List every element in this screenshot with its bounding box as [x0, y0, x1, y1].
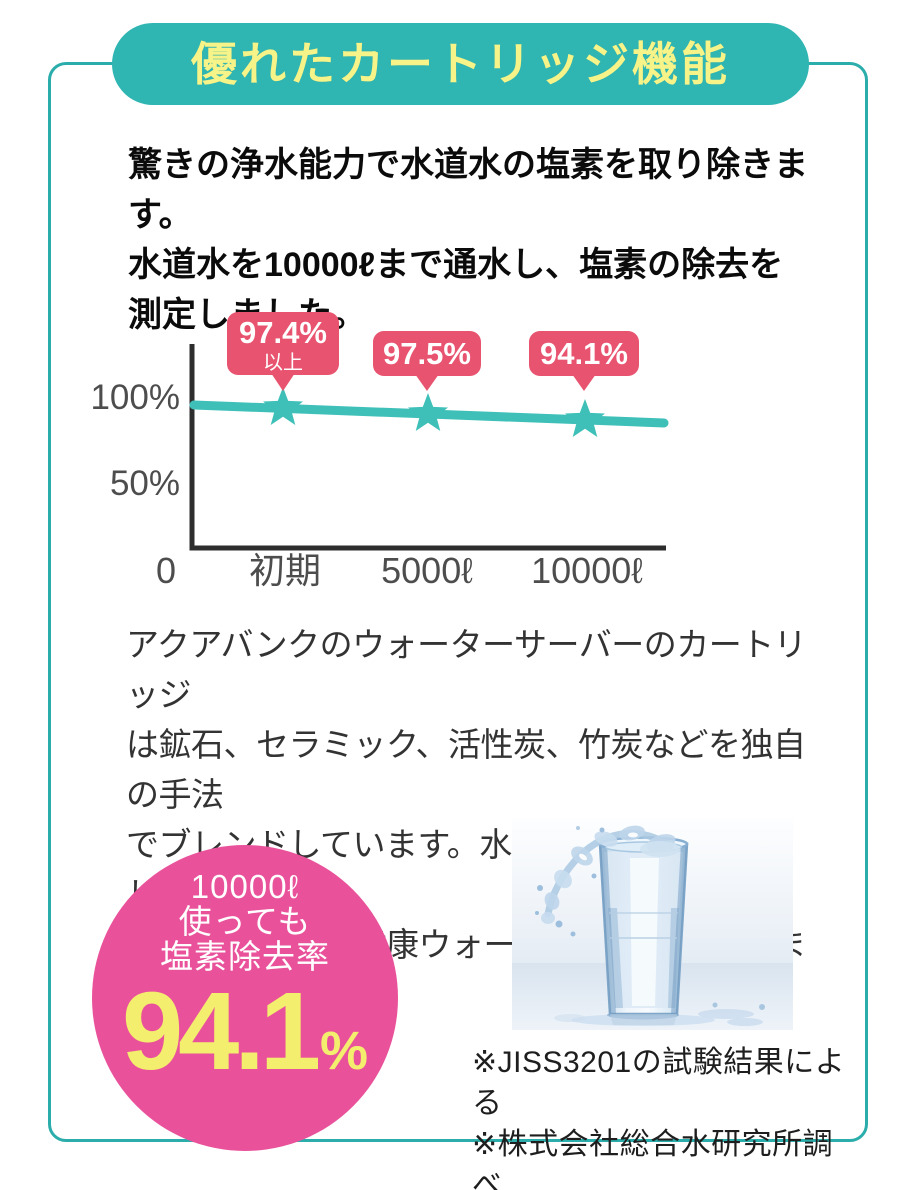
x-tick-10000l: 10000ℓ — [531, 550, 643, 591]
badge-caption: 10000ℓ 使っても 塩素除去率 — [160, 868, 330, 975]
chlorine-removal-chart: 100% 50% 0 初期 5000ℓ 10000ℓ 97.4% 以上 — [80, 300, 700, 600]
x-tick-initial: 初期 — [249, 550, 321, 591]
point-label-bubble-5000l: 97.5% — [373, 331, 481, 391]
removal-rate-badge: 10000ℓ 使っても 塩素除去率 94.1 % — [92, 845, 398, 1151]
water-glass-photo — [512, 818, 793, 1030]
footnotes-text: ※JISS3201の試験結果による ※株式会社総合水研究所調べ — [472, 1046, 846, 1190]
point-label-value-initial: 97.4% — [239, 315, 327, 350]
star-marker-10000l — [565, 399, 605, 437]
star-marker-5000l — [408, 393, 448, 431]
glass — [598, 836, 689, 1025]
badge-number: 94.1 % — [121, 970, 369, 1093]
badge-unit: % — [320, 1021, 369, 1081]
y-tick-50: 50% — [110, 464, 180, 503]
point-label-value-5000l: 97.5% — [383, 336, 471, 371]
star-markers — [263, 387, 605, 437]
badge-value: 94.1 — [121, 970, 321, 1093]
intro-text: 驚きの浄水能力で水道水の塩素を取り除きます。 水道水を10000ℓまで通水し、塩… — [128, 146, 808, 334]
chart-axes — [189, 344, 666, 551]
x-tick-5000l: 5000ℓ — [381, 550, 473, 591]
point-label-bubble-initial: 97.4% 以上 — [227, 312, 339, 391]
header-banner: 優れたカートリッジ機能 — [112, 23, 809, 105]
water-splash — [535, 825, 680, 937]
star-marker-initial — [263, 387, 303, 425]
point-label-qualifier-initial: 以上 — [263, 351, 303, 374]
water-glass-photo-svg — [512, 818, 793, 1030]
page-title: 優れたカートリッジ機能 — [191, 38, 730, 90]
point-label-value-10000l: 94.1% — [540, 336, 628, 371]
y-tick-100: 100% — [90, 378, 180, 417]
chart-svg: 100% 50% 0 初期 5000ℓ 10000ℓ 97.4% 以上 — [90, 312, 669, 591]
origin-label: 0 — [156, 550, 176, 591]
point-label-bubble-10000l: 94.1% — [529, 331, 639, 391]
